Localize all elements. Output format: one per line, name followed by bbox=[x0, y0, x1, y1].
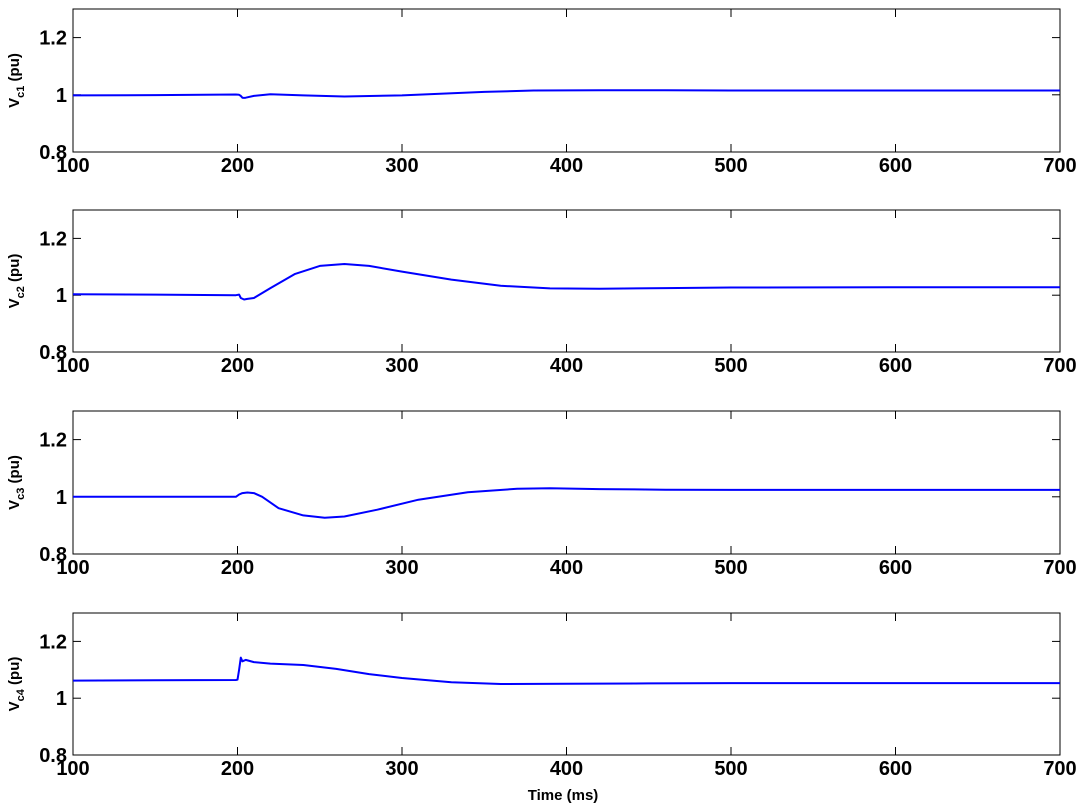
x-tick-label: 500 bbox=[714, 155, 747, 177]
x-tick-label: 700 bbox=[1043, 155, 1076, 177]
y-label-main: V bbox=[6, 500, 23, 510]
x-tick-label: 300 bbox=[385, 557, 418, 579]
x-tick-label: 300 bbox=[385, 155, 418, 177]
y-axis-label: Vc4 (pu) bbox=[6, 657, 27, 712]
x-tick-label: 700 bbox=[1043, 355, 1076, 377]
x-tick-label: 500 bbox=[714, 355, 747, 377]
y-axis-label: Vc3 (pu) bbox=[6, 455, 27, 510]
y-tick-label: 0.8 bbox=[39, 142, 67, 164]
x-tick-label: 700 bbox=[1043, 557, 1076, 579]
y-label-subscript: c1 bbox=[15, 86, 27, 98]
y-label-main: V bbox=[6, 298, 23, 308]
x-tick-label: 300 bbox=[385, 355, 418, 377]
y-label-unit: (pu) bbox=[6, 254, 23, 286]
y-tick-label: 1 bbox=[56, 85, 67, 107]
subplot-1: 100 200 300 400 500 600 700 0.8 1 1.2 Vc1 (pu) bbox=[6, 8, 1077, 177]
y-tick-label: 1 bbox=[56, 688, 67, 710]
x-tick-label: 600 bbox=[879, 758, 912, 780]
y-tick-label: 0.8 bbox=[39, 544, 67, 566]
x-tick-label: 400 bbox=[550, 155, 583, 177]
series-line bbox=[73, 487, 1060, 519]
y-tick-label: 1.2 bbox=[39, 28, 67, 50]
y-tick-label: 0.8 bbox=[39, 342, 67, 364]
x-tick-label: 500 bbox=[714, 557, 747, 579]
x-tick-label: 100 bbox=[56, 355, 89, 377]
y-label-subscript: c3 bbox=[15, 488, 27, 500]
y-label-subscript: c2 bbox=[15, 286, 27, 298]
plot-frame bbox=[72, 8, 1061, 153]
x-tick-label: 400 bbox=[550, 758, 583, 780]
subplot-2: 100 200 300 400 500 600 700 0.8 1 1.2 Vc2 (pu) bbox=[6, 209, 1077, 377]
series-line bbox=[72, 263, 1060, 301]
subplot-4: 100 200 300 400 500 600 700 0.8 1 1.2 Vc4 (pu) bbox=[6, 612, 1077, 780]
x-tick-label: 200 bbox=[221, 758, 254, 780]
y-label-main: V bbox=[6, 701, 23, 711]
x-tick-label: 300 bbox=[385, 758, 418, 780]
y-axis-label: Vc1 (pu) bbox=[6, 53, 27, 108]
series-line bbox=[72, 656, 1060, 685]
plot-frame bbox=[72, 410, 1061, 555]
x-tick-label: 600 bbox=[879, 155, 912, 177]
x-tick-label: 100 bbox=[56, 155, 89, 177]
y-tick-label: 1 bbox=[56, 285, 67, 307]
x-axis-label: Time (ms) bbox=[528, 787, 599, 804]
series-line bbox=[72, 89, 1060, 99]
y-tick-label: 1.2 bbox=[39, 430, 67, 452]
y-label-unit: (pu) bbox=[6, 455, 23, 487]
y-label-unit: (pu) bbox=[6, 657, 23, 689]
x-tick-label: 400 bbox=[550, 355, 583, 377]
x-tick-label: 400 bbox=[550, 557, 583, 579]
x-tick-label: 200 bbox=[221, 355, 254, 377]
subplot-3: 100 200 300 400 500 600 700 0.8 1 1.2 Vc3 (pu) bbox=[6, 410, 1077, 579]
plot-frame bbox=[72, 209, 1061, 353]
y-label-unit: (pu) bbox=[6, 53, 23, 85]
y-tick-label: 1.2 bbox=[39, 228, 67, 250]
y-label-main: V bbox=[6, 98, 23, 108]
y-label-subscript: c4 bbox=[15, 688, 27, 701]
x-tick-label: 600 bbox=[879, 557, 912, 579]
x-tick-label: 700 bbox=[1043, 758, 1076, 780]
x-tick-label: 200 bbox=[221, 155, 254, 177]
y-tick-label: 1 bbox=[56, 487, 67, 509]
x-tick-label: 200 bbox=[221, 557, 254, 579]
x-tick-label: 600 bbox=[879, 355, 912, 377]
x-tick-label: 500 bbox=[714, 758, 747, 780]
y-tick-label: 0.8 bbox=[39, 745, 67, 767]
y-axis-label: Vc2 (pu) bbox=[6, 254, 27, 309]
x-tick-label: 100 bbox=[56, 758, 89, 780]
x-tick-label: 100 bbox=[56, 557, 89, 579]
y-tick-label: 1.2 bbox=[39, 631, 67, 653]
